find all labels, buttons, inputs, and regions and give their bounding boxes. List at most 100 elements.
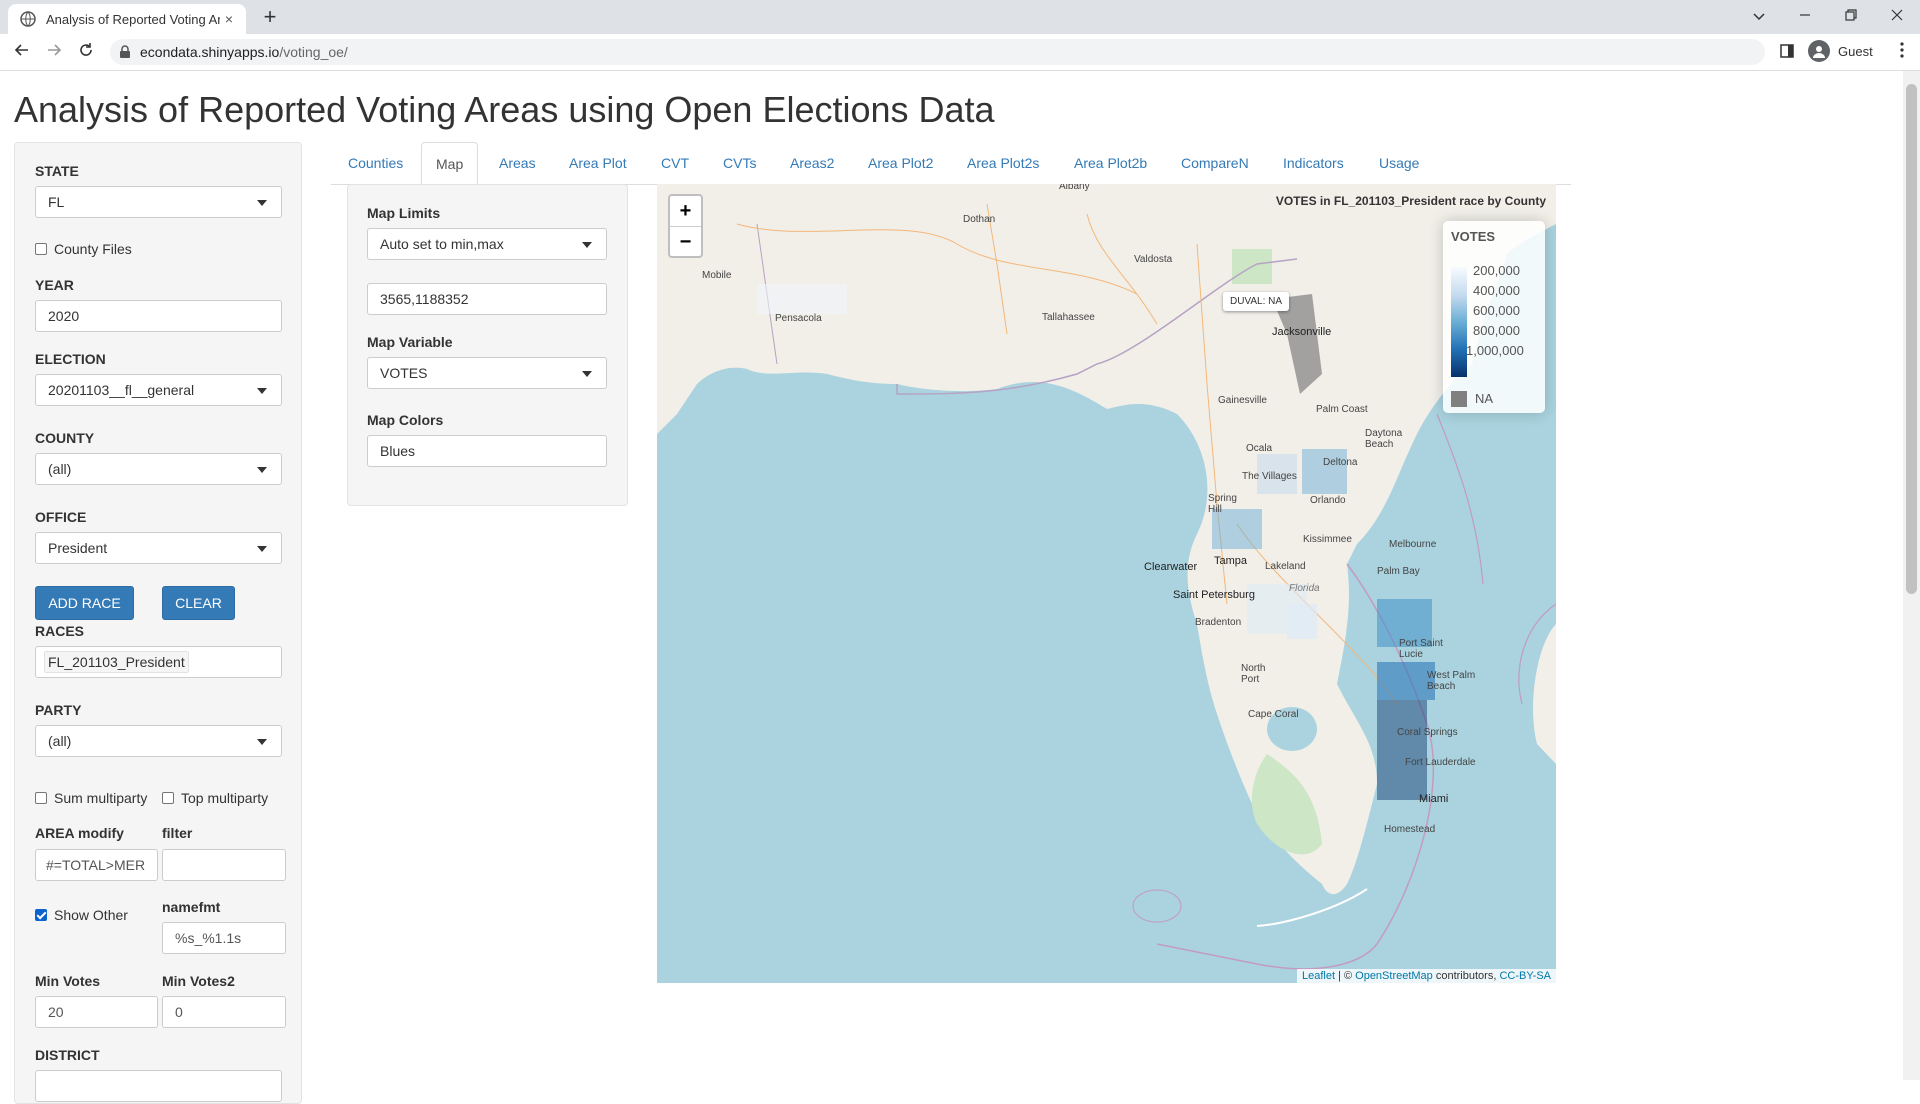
party-select[interactable]: (all) <box>35 725 282 757</box>
tab-cvt[interactable]: CVT <box>661 155 689 171</box>
county-value: (all) <box>48 461 72 477</box>
legend-na-label: NA <box>1475 391 1494 406</box>
reload-icon[interactable] <box>74 40 98 64</box>
filter-input[interactable] <box>162 849 286 881</box>
place-label: Palm Bay <box>1377 566 1420 577</box>
sum-multiparty-label: Sum multiparty <box>54 790 148 806</box>
checkbox-box-checked[interactable] <box>35 909 47 921</box>
clear-button[interactable]: CLEAR <box>162 586 235 620</box>
url-host: econdata.shinyapps.io <box>140 44 280 60</box>
tab-areas2[interactable]: Areas2 <box>790 155 835 171</box>
namefmt-label: namefmt <box>162 899 221 915</box>
browser-tab[interactable]: Analysis of Reported Voting Area × <box>8 4 246 34</box>
place-label: Bradenton <box>1195 617 1242 628</box>
attrib-sep: | © <box>1335 970 1356 982</box>
add-race-button[interactable]: ADD RACE <box>35 586 134 620</box>
leaflet-link[interactable]: Leaflet <box>1301 970 1335 982</box>
election-value: 20201103__fl__general <box>48 382 195 398</box>
tab-area-plot2[interactable]: Area Plot2 <box>868 155 934 171</box>
zoom-out-button[interactable]: − <box>679 231 692 253</box>
tab-search-icon[interactable] <box>1744 5 1774 29</box>
osm-link[interactable]: OpenStreetMap <box>1355 970 1433 982</box>
place-label: Clearwater <box>1144 561 1198 573</box>
county-files-label: County Files <box>54 241 132 257</box>
forward-icon[interactable] <box>42 40 66 64</box>
legend-na-swatch <box>1451 391 1467 407</box>
tab-comparen[interactable]: CompareN <box>1181 155 1249 171</box>
checkbox-box[interactable] <box>162 792 174 804</box>
browser-tab-title: Analysis of Reported Voting Area <box>46 11 220 27</box>
tab-counties[interactable]: Counties <box>348 155 404 171</box>
miami-dade-county[interactable] <box>1377 700 1427 800</box>
hillsborough-county[interactable] <box>1212 509 1262 549</box>
tab-area-plot2b[interactable]: Area Plot2b <box>1074 155 1148 171</box>
menu-icon[interactable] <box>1890 40 1914 64</box>
tab-map[interactable]: Map <box>421 142 479 185</box>
place-label: Tallahassee <box>1042 312 1095 323</box>
year-input[interactable]: 2020 <box>35 300 282 332</box>
namefmt-input[interactable]: %s_%1.1s <box>162 922 286 954</box>
area-modify-input[interactable]: #=TOTAL>MER <box>35 849 158 881</box>
polk-county[interactable] <box>1257 454 1297 494</box>
county-files-checkbox[interactable]: County Files <box>35 241 132 257</box>
sum-multiparty-checkbox[interactable]: Sum multiparty <box>35 790 147 806</box>
map-variable-select[interactable]: VOTES <box>367 357 607 389</box>
chevron-down-icon <box>257 546 267 552</box>
min-votes-input[interactable]: 20 <box>35 996 158 1028</box>
leaflet-map[interactable]: + − VOTES in FL_201103_President race by… <box>657 184 1556 983</box>
district-select[interactable] <box>35 1070 282 1102</box>
checkbox-box[interactable] <box>35 243 47 255</box>
address-bar[interactable]: econdata.shinyapps.io/voting_oe/ <box>110 39 1765 65</box>
close-tab-icon[interactable]: × <box>224 11 234 27</box>
tab-area-plot2s[interactable]: Area Plot2s <box>967 155 1040 171</box>
election-select[interactable]: 20201103__fl__general <box>35 374 282 406</box>
checkbox-box[interactable] <box>35 792 47 804</box>
county-label: COUNTY <box>35 430 95 446</box>
show-other-checkbox[interactable]: Show Other <box>35 907 128 923</box>
place-label: North Port <box>1241 663 1266 685</box>
tab-indicators[interactable]: Indicators <box>1283 155 1344 171</box>
legend-gradient <box>1451 267 1467 377</box>
escambia-county[interactable] <box>757 284 847 314</box>
back-icon[interactable] <box>10 40 34 64</box>
duval-county[interactable] <box>1272 294 1322 394</box>
race-tag[interactable]: FL_201103_President <box>44 651 189 673</box>
election-label: ELECTION <box>35 351 106 367</box>
minimize-icon[interactable] <box>1790 5 1820 29</box>
map-limits-select[interactable]: Auto set to min,max <box>367 228 607 260</box>
races-input[interactable]: FL_201103_President <box>35 646 282 678</box>
palm-beach-county[interactable] <box>1377 599 1432 647</box>
restore-icon[interactable] <box>1836 5 1866 29</box>
top-multiparty-checkbox[interactable]: Top multiparty <box>162 790 268 806</box>
map-colors-input[interactable]: Blues <box>367 435 607 467</box>
attrib-contrib: contributors, <box>1432 970 1500 982</box>
broward-county[interactable] <box>1377 662 1435 700</box>
legend-tick: 1,000,000 <box>1466 343 1524 358</box>
profile-button[interactable]: Guest <box>1808 40 1873 62</box>
county-select[interactable]: (all) <box>35 453 282 485</box>
tab-areas[interactable]: Areas <box>499 155 536 171</box>
state-select[interactable]: FL <box>35 186 282 218</box>
state-value: FL <box>48 194 65 210</box>
tab-usage[interactable]: Usage <box>1379 155 1420 171</box>
top-multiparty-label: Top multiparty <box>181 790 269 806</box>
min-votes2-input[interactable]: 0 <box>162 996 286 1028</box>
party-label: PARTY <box>35 702 82 718</box>
place-label: Port Saint Lucie <box>1399 638 1443 660</box>
tab-area-plot[interactable]: Area Plot <box>569 155 627 171</box>
place-label: Kissimmee <box>1303 534 1352 545</box>
tab-cvts[interactable]: CVTs <box>723 155 757 171</box>
place-label: Dothan <box>963 214 996 225</box>
scrollbar-thumb[interactable] <box>1906 84 1917 594</box>
office-select[interactable]: President <box>35 532 282 564</box>
lee-county[interactable] <box>1287 604 1317 639</box>
close-window-icon[interactable] <box>1882 5 1912 29</box>
new-tab-button[interactable]: + <box>263 4 277 29</box>
zoom-in-button[interactable]: + <box>670 196 701 227</box>
map-limits-range-input[interactable]: 3565,1188352 <box>367 283 607 315</box>
site-info-icon[interactable] <box>118 45 132 59</box>
orange-county[interactable] <box>1302 449 1347 494</box>
license-link[interactable]: CC-BY-SA <box>1499 970 1551 982</box>
chevron-down-icon <box>582 242 592 248</box>
side-panel-icon[interactable] <box>1775 40 1799 64</box>
